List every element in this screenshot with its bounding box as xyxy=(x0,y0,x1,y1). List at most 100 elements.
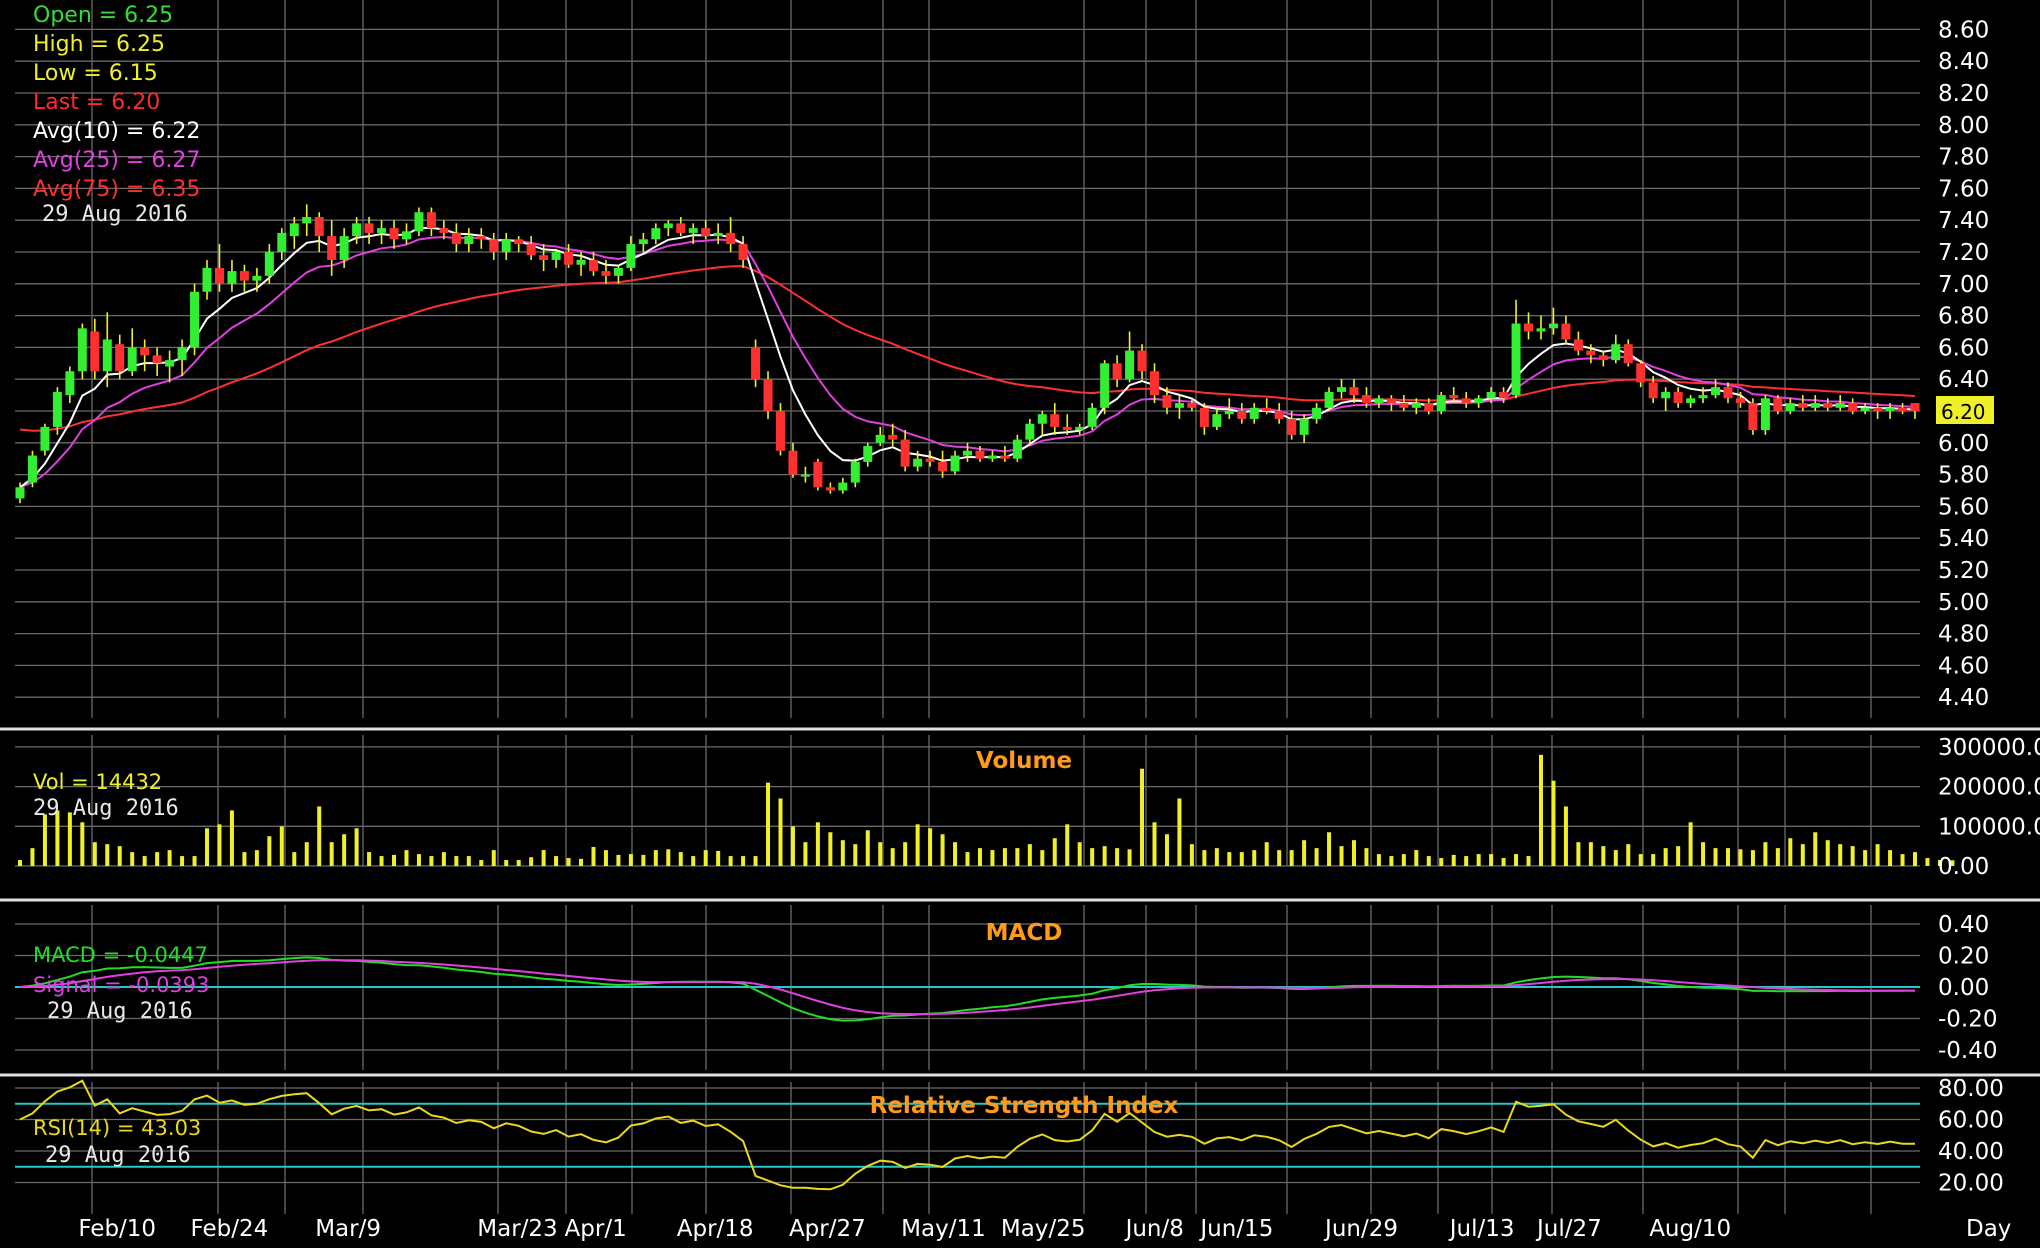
price-legend-item: Avg(10) = 6.22 xyxy=(33,119,200,144)
candle-body xyxy=(588,259,598,272)
volume-bar xyxy=(416,854,421,866)
volume-legend-date: 29 Aug 2016 xyxy=(33,796,179,821)
volume-bar xyxy=(155,852,160,866)
volume-bar xyxy=(1701,842,1706,866)
volume-bar xyxy=(491,850,496,866)
volume-bar xyxy=(504,860,509,866)
volume-bar xyxy=(1888,850,1893,866)
candle-body xyxy=(1087,407,1097,427)
x-axis-label: Jun/29 xyxy=(1323,1216,1398,1242)
last-price-badge xyxy=(1936,396,1994,424)
volume-bar xyxy=(1314,848,1319,866)
volume-bar xyxy=(454,856,459,866)
candle-body xyxy=(726,232,736,245)
volume-bar xyxy=(666,849,671,866)
volume-bar xyxy=(865,830,870,866)
volume-bar xyxy=(1601,846,1606,866)
candle-body xyxy=(27,455,37,483)
candle-body xyxy=(1748,403,1758,431)
candle-body xyxy=(763,379,773,411)
candle-body xyxy=(1524,323,1534,332)
volume-bar xyxy=(1127,849,1132,866)
ma75-line xyxy=(19,265,1916,432)
volume-bar xyxy=(18,860,22,866)
candle-body xyxy=(127,347,137,372)
volume-bar xyxy=(1925,858,1930,866)
candle-body xyxy=(850,461,860,483)
candle-body xyxy=(202,267,212,292)
volume-bar xyxy=(915,824,920,866)
volume-bar xyxy=(479,860,484,866)
volume-bar xyxy=(217,824,222,866)
volume-bar xyxy=(1140,768,1145,866)
volume-bar xyxy=(42,814,47,866)
candle-body xyxy=(52,391,62,427)
volume-bar xyxy=(242,852,247,866)
candle-body xyxy=(888,434,898,440)
candle-body xyxy=(638,239,648,245)
volume-bar xyxy=(591,846,596,866)
macd-legend: MACD = -0.0447 xyxy=(33,943,208,967)
volume-bar xyxy=(1825,840,1830,866)
volume-bar xyxy=(928,828,933,866)
volume-bar xyxy=(1239,852,1244,866)
volume-bar xyxy=(1364,848,1369,866)
volume-bar xyxy=(342,834,347,866)
candle-body xyxy=(1798,403,1808,408)
volume-bar xyxy=(691,856,696,866)
volume-bar xyxy=(1875,844,1880,866)
candle-body xyxy=(613,267,623,276)
candle-body xyxy=(1349,387,1359,396)
candle-body xyxy=(1835,403,1845,408)
candle-body xyxy=(1361,395,1371,404)
candle-body xyxy=(963,450,972,456)
rsi-legend: RSI(14) = 43.03 xyxy=(33,1116,201,1140)
axis-tick-label: 8.40 xyxy=(1938,49,1989,75)
volume-bar xyxy=(1115,848,1120,866)
volume-bar xyxy=(254,850,259,866)
candle-body xyxy=(975,450,985,459)
candle-body xyxy=(1474,398,1484,404)
candle-body xyxy=(1125,350,1135,380)
axis-tick-label: -0.40 xyxy=(1938,1038,1998,1064)
volume-bar xyxy=(92,842,97,866)
candle-body xyxy=(90,331,100,372)
candle-body xyxy=(77,328,87,372)
candle-body xyxy=(1536,328,1546,332)
candle-body xyxy=(327,236,337,260)
candle-body xyxy=(1910,403,1920,411)
x-axis-label: Jul/27 xyxy=(1535,1216,1602,1242)
candle-body xyxy=(1137,350,1147,372)
axis-tick-label: 4.40 xyxy=(1938,685,1989,711)
volume-bar xyxy=(1526,856,1531,866)
volume-bar xyxy=(466,856,471,866)
volume-bar xyxy=(1950,860,1955,866)
volume-bar xyxy=(1763,842,1768,866)
volume-bar xyxy=(541,850,546,866)
price-legend-item: High = 6.25 xyxy=(33,32,165,57)
volume-bar xyxy=(766,782,771,866)
price-legend: Open = 6.25 High = 6.25 Low = 6.15 Last = 6… xyxy=(33,3,200,202)
x-axis-label: Apr/27 xyxy=(789,1216,866,1242)
volume-bar xyxy=(653,850,658,866)
volume-bar xyxy=(1489,854,1494,866)
candle-body xyxy=(1548,323,1558,329)
axis-tick-label: 8.60 xyxy=(1938,17,1989,43)
candle-body xyxy=(676,223,686,233)
candle-body xyxy=(1337,387,1347,392)
volume-bar xyxy=(80,822,85,866)
candle-body xyxy=(115,344,125,372)
candle-body xyxy=(339,236,349,260)
axis-tick-label: 7.20 xyxy=(1938,240,1989,266)
volume-bar xyxy=(1476,854,1481,866)
candle-body xyxy=(564,252,574,265)
candle-body xyxy=(364,223,374,233)
volume-bar xyxy=(1663,848,1668,866)
axis-tick-label: 40.00 xyxy=(1938,1139,2004,1165)
candle-body xyxy=(1299,418,1309,435)
volume-bars xyxy=(18,754,1955,866)
price-legend-item: Avg(75) = 6.35 xyxy=(33,177,200,202)
candle-body xyxy=(1486,391,1496,399)
candle-body xyxy=(925,458,935,462)
